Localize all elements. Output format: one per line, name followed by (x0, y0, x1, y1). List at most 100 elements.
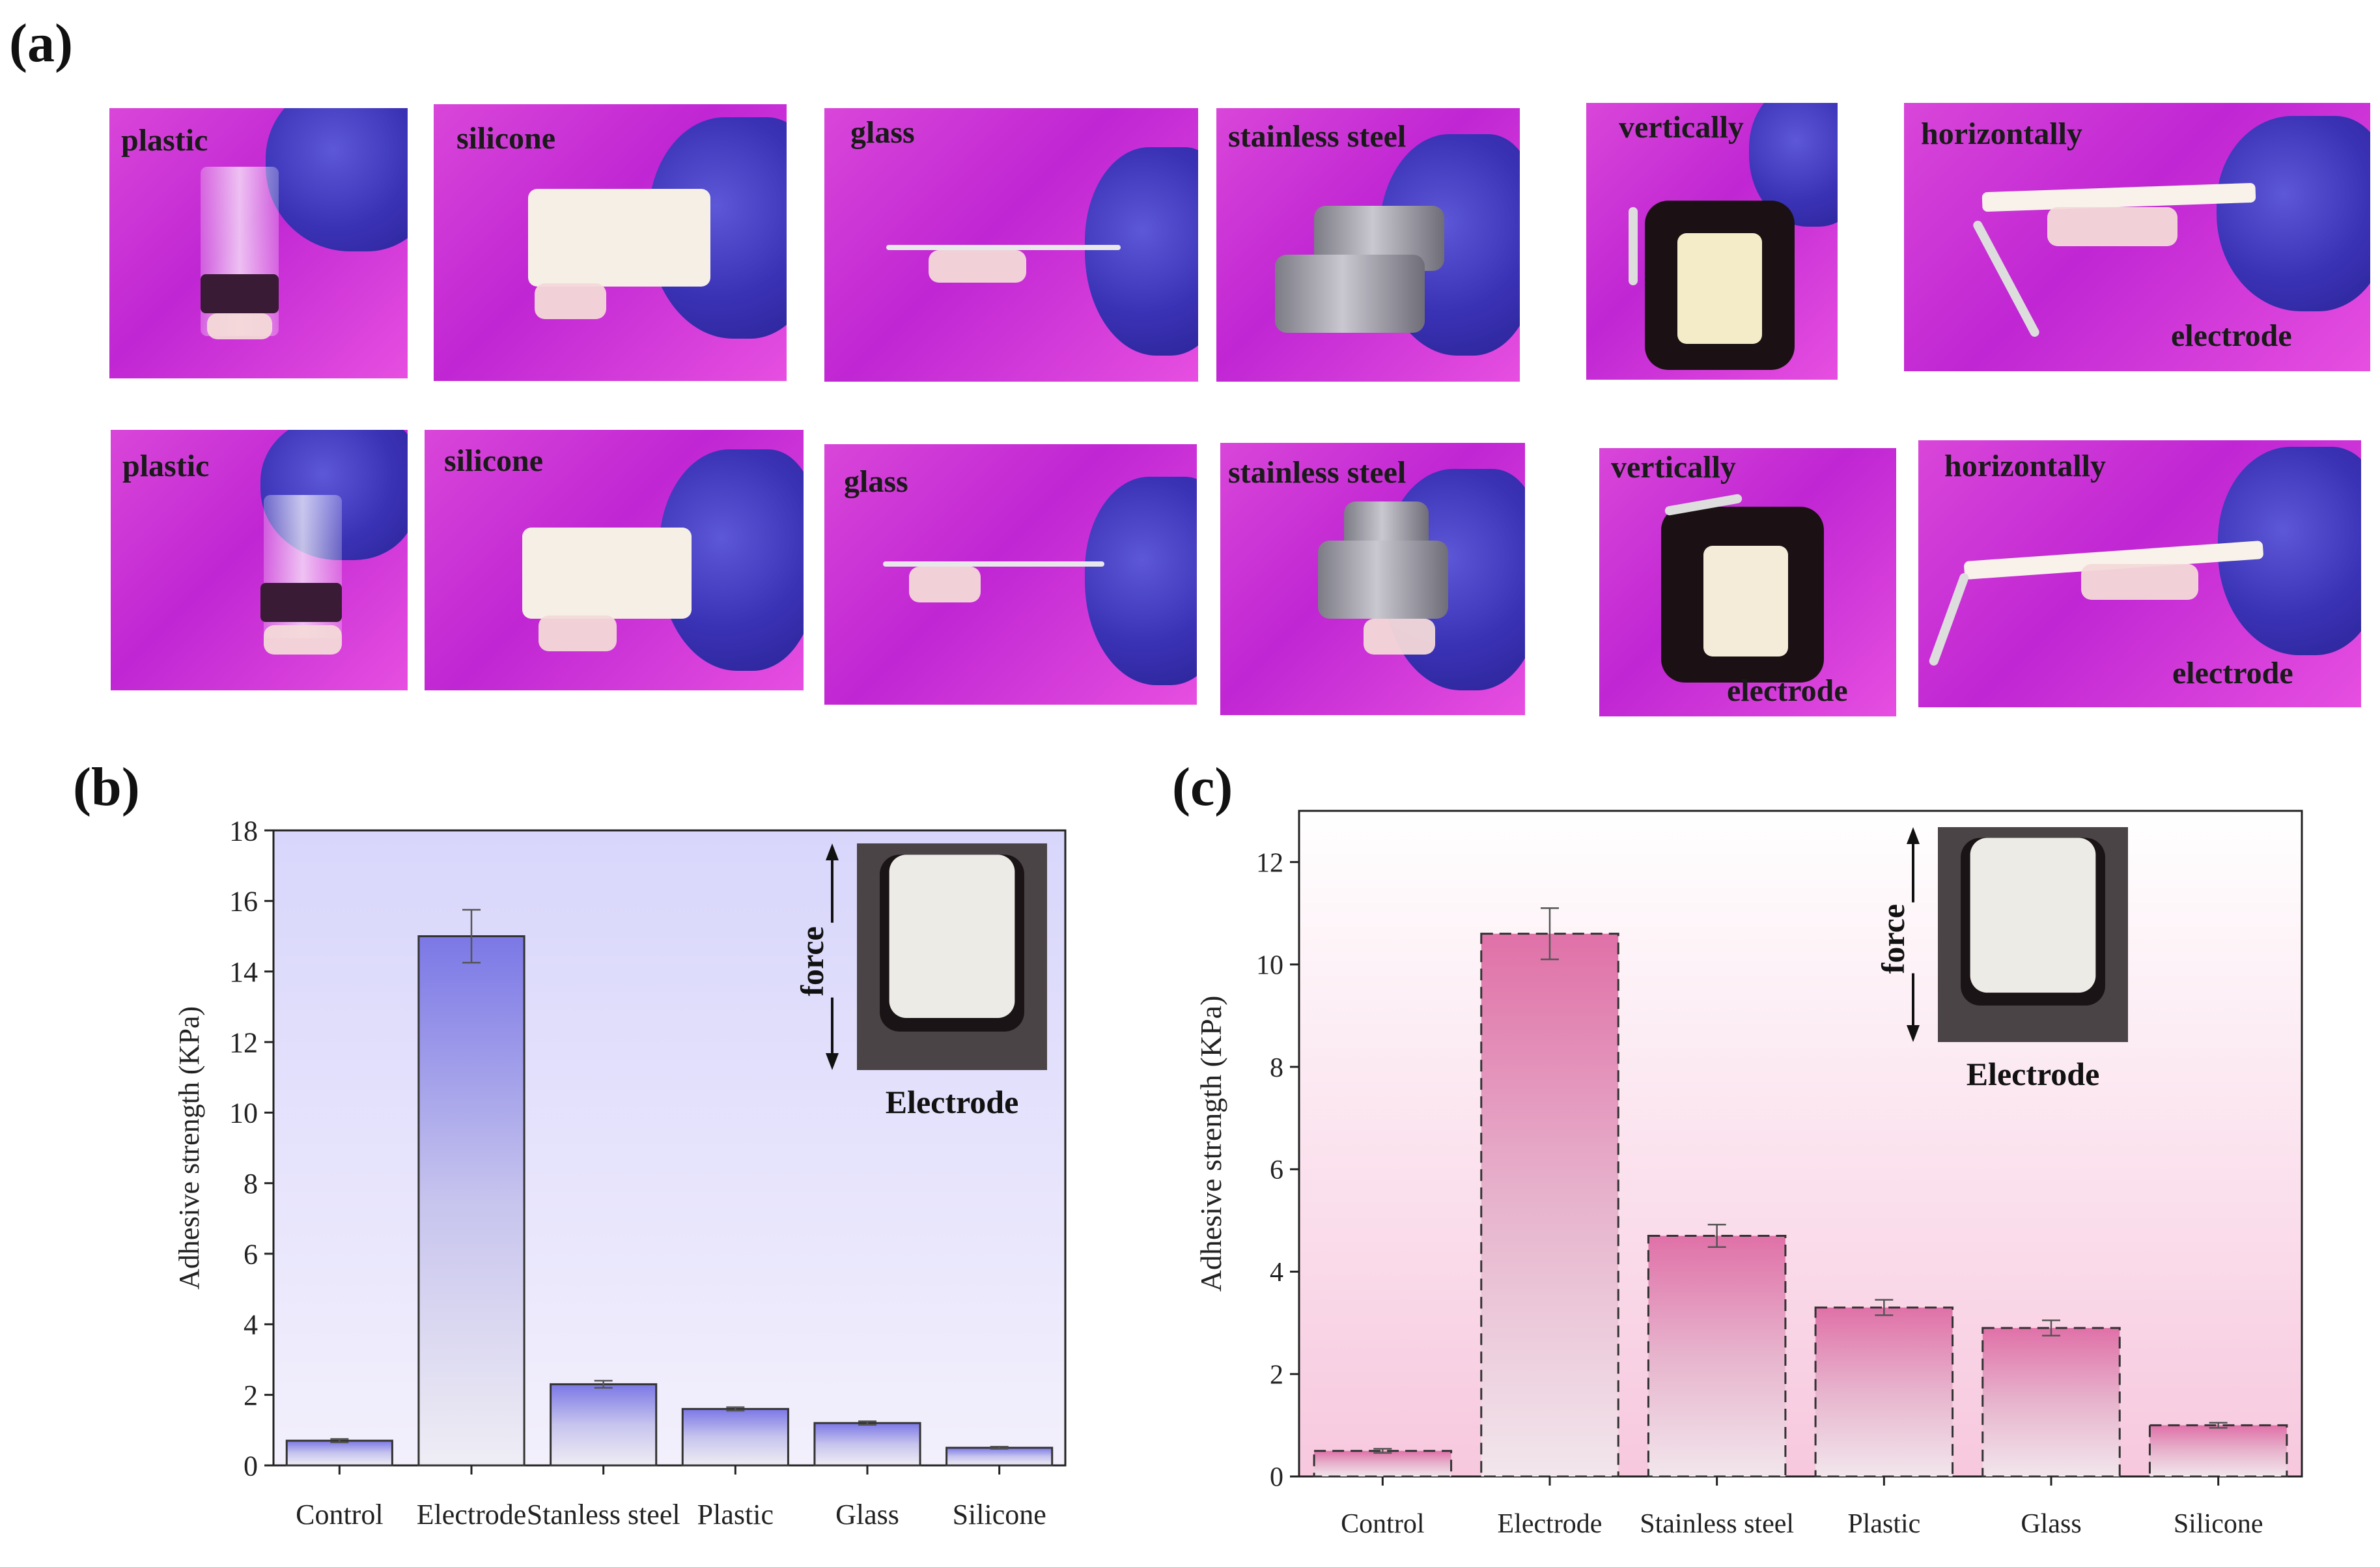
y-tick-label: 12 (229, 1026, 258, 1058)
photo-plastic-row2: plastic (111, 430, 408, 690)
x-tick-label: Glass (2021, 1509, 2081, 1539)
arrow-head-down (1907, 1025, 1920, 1042)
hydrogel-image (909, 567, 981, 602)
y-tick-label: 18 (229, 815, 258, 847)
inset-force-label: force (1875, 904, 1911, 974)
inset-caption: Electrode (1967, 1056, 2100, 1092)
y-tick-label: 6 (244, 1238, 258, 1270)
photo-horizontally-row2: horizontally electrode (1918, 440, 2361, 707)
y-tick-label: 6 (1270, 1155, 1283, 1185)
bar (1647, 1235, 1787, 1478)
bar-chart-c: 0 2 4 6 8 10 12 Adhesive strength (KPa) Control E… (1194, 810, 2303, 1539)
bar (1981, 1327, 2121, 1478)
photo-stainless-steel-row2: stainless steel (1220, 443, 1525, 715)
hydrogel-image (929, 250, 1026, 283)
y-axis-label: Adhesive strength (KPa) (173, 1006, 205, 1290)
photo-vertically-row1: vertically (1586, 103, 1838, 380)
y-tick-label: 16 (229, 886, 258, 918)
inset-hydrogel (889, 854, 1015, 1018)
photo-subcaption: electrode (1727, 673, 1848, 708)
photo-caption: glass (844, 464, 908, 499)
y-tick-label: 8 (244, 1168, 258, 1200)
y-tick-label: 12 (1256, 848, 1283, 878)
photo-caption: stainless steel (1228, 455, 1407, 490)
hydrogel-image (264, 625, 342, 655)
x-tick-label: Stainless steel (1640, 1509, 1794, 1539)
photo-caption: vertically (1619, 110, 1744, 145)
x-tick-label: Control (296, 1499, 383, 1531)
panel-label-a: (a) (9, 13, 73, 74)
photo-silicone-row2: silicone (425, 430, 804, 690)
y-axis-label: Adhesive strength (KPa) (1194, 996, 1227, 1292)
photo-horizontally-row1: horizontally electrode (1904, 103, 2370, 371)
x-tick-label: Silicone (2174, 1509, 2263, 1539)
photo-subcaption: electrode (2171, 318, 2292, 353)
glass-slide-image (883, 561, 1104, 567)
glove-image (1085, 477, 1197, 685)
y-tick-label: 14 (229, 956, 258, 988)
inset-hydrogel (1970, 838, 2096, 993)
bar (681, 1407, 789, 1467)
hydrogel-image (539, 615, 617, 651)
photo-caption: silicone (444, 444, 543, 478)
bar (813, 1422, 921, 1467)
panel-label-b: (b) (73, 757, 140, 817)
arrow-head-up (1907, 827, 1920, 844)
hydrogel-image (2081, 564, 2198, 600)
panel-label-c: (c) (1172, 757, 1233, 817)
silicone-pad-image (528, 189, 710, 287)
photo-caption: stainless steel (1228, 119, 1407, 154)
y-tick-label: 2 (1270, 1360, 1283, 1390)
y-tick-label: 0 (1270, 1463, 1283, 1493)
hydrogel-image (207, 313, 272, 339)
y-tick-label: 0 (244, 1450, 258, 1482)
photo-silicone-row1: silicone (434, 104, 787, 381)
hydrogel-image (2047, 207, 2177, 246)
photo-caption: silicone (456, 121, 555, 156)
bar (945, 1447, 1054, 1467)
x-tick-label: Glass (835, 1499, 899, 1531)
x-tick-label: Plastic (697, 1499, 774, 1531)
silicone-pad-image (522, 528, 692, 619)
y-tick-label: 4 (244, 1309, 258, 1341)
y-tick-label: 2 (244, 1379, 258, 1411)
hydrogel-image (1364, 619, 1435, 655)
arrow-head-down (826, 1053, 839, 1070)
x-tick-label: Stanless steel (527, 1499, 680, 1531)
photo-caption: vertically (1611, 450, 1736, 485)
y-tick-label: 4 (1270, 1258, 1283, 1288)
electrode-wire-image (1927, 572, 1970, 667)
bar (417, 935, 525, 1467)
x-tick-label: Electrode (417, 1499, 527, 1531)
x-tick-label: Silicone (953, 1499, 1046, 1531)
steel-cylinder-image (1275, 255, 1425, 333)
bar (2148, 1424, 2288, 1478)
photo-caption: glass (850, 115, 915, 150)
photo-glass-row1: glass (824, 108, 1198, 382)
y-tick-label: 10 (229, 1097, 258, 1129)
photo-plastic-row1: plastic (109, 108, 408, 378)
electrode-wire-image (1971, 219, 2041, 339)
bar-chart-b: 0 2 4 6 8 10 12 14 16 18 Adhesive strength (KPa) Co… (173, 815, 1067, 1531)
bar (1313, 1450, 1453, 1478)
x-tick-label: Plastic (1847, 1509, 1920, 1539)
y-tick-label: 10 (1256, 951, 1283, 981)
photo-caption: plastic (122, 449, 210, 483)
hydrogel-image (535, 283, 606, 319)
bar (1480, 933, 1619, 1478)
x-tick-label: Control (1341, 1509, 1424, 1539)
vial-cap-image (260, 583, 342, 622)
photo-vertically-row2: vertically electrode (1599, 448, 1896, 716)
photo-stainless-steel-row1: stainless steel (1216, 108, 1520, 382)
bar (285, 1439, 393, 1467)
glove-image (266, 108, 408, 251)
photo-subcaption: electrode (2172, 656, 2293, 690)
plot-area (1298, 810, 2303, 1478)
vial-cap-image (201, 274, 279, 313)
y-tick-label: 8 (1270, 1053, 1283, 1083)
inset-caption: Electrode (886, 1084, 1019, 1120)
steel-cylinder-image (1318, 541, 1448, 619)
inset-force-label: force (794, 926, 830, 996)
hydrogel-image (1677, 233, 1762, 344)
bar (550, 1383, 658, 1467)
